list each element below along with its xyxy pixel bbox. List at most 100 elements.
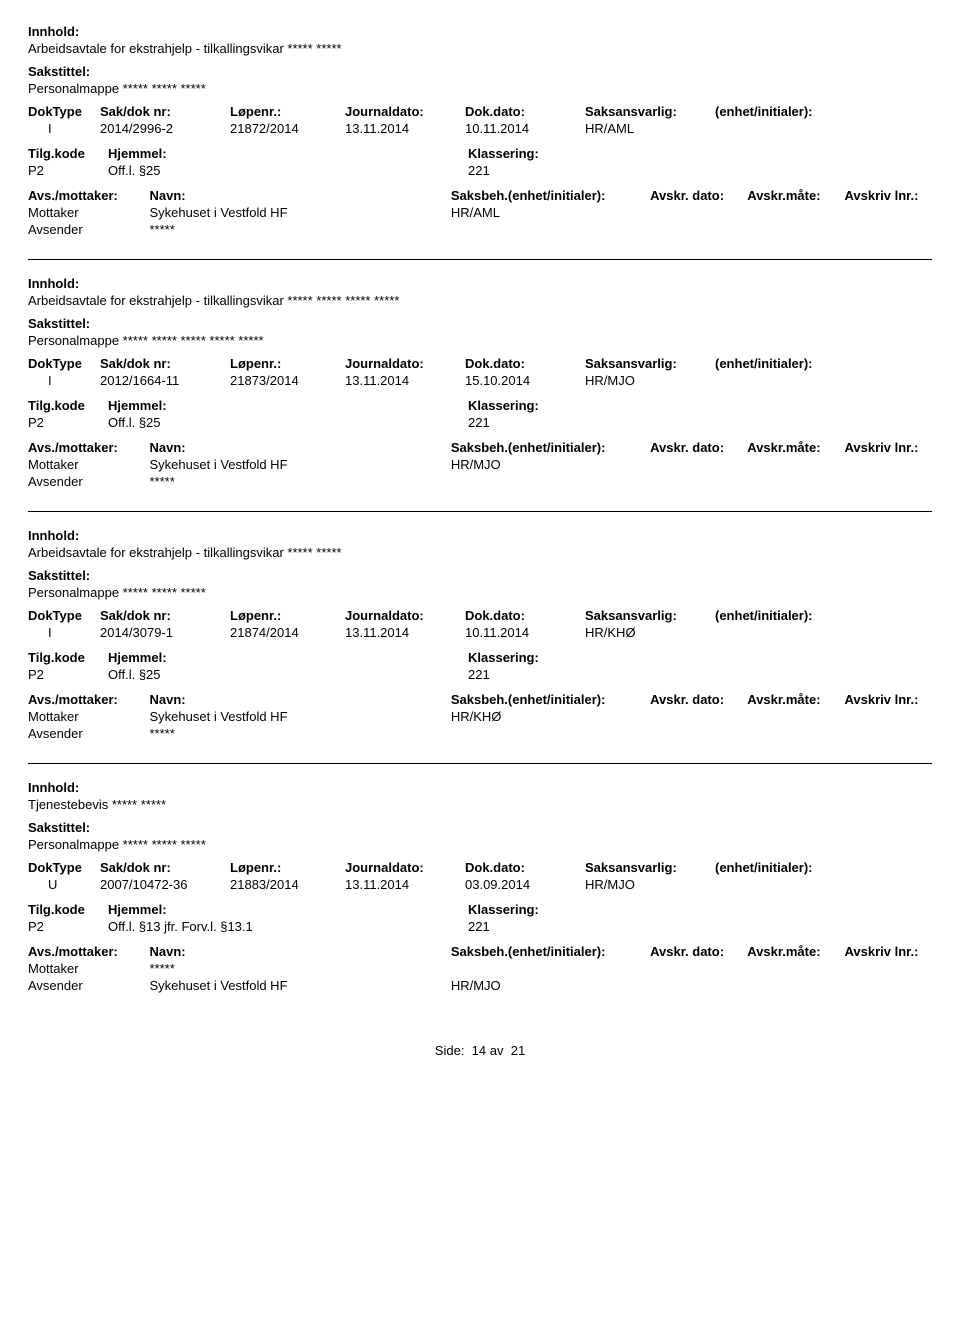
dokdato-value: 10.11.2014 — [465, 625, 585, 640]
journaldato-value: 13.11.2014 — [345, 625, 465, 640]
mottaker-row: Mottaker***** — [28, 961, 932, 976]
tilgkode-value: P2 — [28, 919, 108, 934]
lopenr-label: Løpenr.: — [230, 104, 345, 119]
saksbeh-label: Saksbeh.(enhet/initialer): — [451, 188, 650, 203]
doktype-value: I — [28, 373, 100, 388]
tilg-header-row: Tilg.kodeHjemmel:Klassering: — [28, 650, 932, 665]
avsender-navn: ***** — [150, 726, 451, 741]
saksbeh-label: Saksbeh.(enhet/initialer): — [451, 944, 650, 959]
doktype-label: DokType — [28, 356, 100, 371]
avskrivlnr-label: Avskriv lnr.: — [845, 692, 932, 707]
mottaker-row: MottakerSykehuset i Vestfold HFHR/AML — [28, 205, 932, 220]
mottaker-role: Mottaker — [28, 457, 150, 472]
enhet-value — [715, 373, 875, 388]
avsmottaker-label: Avs./mottaker: — [28, 440, 150, 455]
tilg-value-row: P2Off.l. §25221 — [28, 667, 932, 682]
saksansvarlig-label: Saksansvarlig: — [585, 104, 715, 119]
enhet-value — [715, 877, 875, 892]
avsender-role: Avsender — [28, 978, 150, 993]
mottaker-saksbeh: HR/KHØ — [451, 709, 650, 724]
sakdok-label: Sak/dok nr: — [100, 104, 230, 119]
avsmottaker-label: Avs./mottaker: — [28, 188, 150, 203]
avsender-avskrmate — [747, 726, 844, 741]
avsender-row: AvsenderSykehuset i Vestfold HFHR/MJO — [28, 978, 932, 993]
record-divider — [28, 511, 932, 512]
klassering-label: Klassering: — [468, 902, 668, 917]
avsender-avskrdato — [650, 726, 747, 741]
avsender-avskrlnr — [845, 726, 932, 741]
avskrivlnr-label: Avskriv lnr.: — [845, 188, 932, 203]
sakdok-value: 2007/10472-36 — [100, 877, 230, 892]
avskrdato-label: Avskr. dato: — [650, 692, 747, 707]
sakstittel-value: Personalmappe ***** ***** ***** — [28, 81, 932, 96]
mottaker-navn: Sykehuset i Vestfold HF — [150, 457, 451, 472]
tilg-value-row: P2Off.l. §25221 — [28, 163, 932, 178]
mottaker-row: MottakerSykehuset i Vestfold HFHR/MJO — [28, 457, 932, 472]
avsender-avskrmate — [747, 978, 844, 993]
saksansvarlig-value: HR/KHØ — [585, 625, 715, 640]
mottaker-role: Mottaker — [28, 709, 150, 724]
mottaker-saksbeh — [451, 961, 650, 976]
doktype-label: DokType — [28, 860, 100, 875]
avsmottaker-label: Avs./mottaker: — [28, 692, 150, 707]
record-divider — [28, 259, 932, 260]
hjemmel-label: Hjemmel: — [108, 398, 468, 413]
mottaker-avskrlnr — [845, 709, 932, 724]
doktype-value: I — [28, 121, 100, 136]
avsender-avskrlnr — [845, 474, 932, 489]
meta-value-row: I2012/1664-1121873/201413.11.201415.10.2… — [28, 373, 932, 388]
mottaker-avskrmate — [747, 709, 844, 724]
lopenr-value: 21883/2014 — [230, 877, 345, 892]
sakdok-label: Sak/dok nr: — [100, 608, 230, 623]
avsender-role: Avsender — [28, 222, 150, 237]
mottaker-saksbeh: HR/AML — [451, 205, 650, 220]
klassering-label: Klassering: — [468, 398, 668, 413]
doktype-label: DokType — [28, 104, 100, 119]
hjemmel-value: Off.l. §13 jfr. Forv.l. §13.1 — [108, 919, 468, 934]
sakdok-value: 2014/2996-2 — [100, 121, 230, 136]
avskrdato-label: Avskr. dato: — [650, 188, 747, 203]
dokdato-value: 15.10.2014 — [465, 373, 585, 388]
saksansvarlig-value: HR/AML — [585, 121, 715, 136]
avsender-row: Avsender***** — [28, 222, 932, 237]
tilgkode-label: Tilg.kode — [28, 146, 108, 161]
mottaker-role: Mottaker — [28, 961, 150, 976]
journaldato-value: 13.11.2014 — [345, 121, 465, 136]
journal-record: Innhold:Tjenestebevis ***** *****Sakstit… — [28, 776, 932, 1009]
tilgkode-label: Tilg.kode — [28, 902, 108, 917]
avs-header-row: Avs./mottaker:Navn:Saksbeh.(enhet/initia… — [28, 692, 932, 707]
journaldato-value: 13.11.2014 — [345, 877, 465, 892]
sakstittel-label: Sakstittel: — [28, 64, 932, 79]
avsender-avskrlnr — [845, 978, 932, 993]
saksansvarlig-label: Saksansvarlig: — [585, 608, 715, 623]
tilg-header-row: Tilg.kodeHjemmel:Klassering: — [28, 902, 932, 917]
innhold-label: Innhold: — [28, 528, 932, 543]
avsender-saksbeh: HR/MJO — [451, 978, 650, 993]
mottaker-navn: Sykehuset i Vestfold HF — [150, 709, 451, 724]
innhold-label: Innhold: — [28, 24, 932, 39]
tilgkode-value: P2 — [28, 667, 108, 682]
hjemmel-value: Off.l. §25 — [108, 163, 468, 178]
klassering-value: 221 — [468, 163, 668, 178]
enhet-label: (enhet/initialer): — [715, 104, 875, 119]
avskrivlnr-label: Avskriv lnr.: — [845, 440, 932, 455]
saksbeh-label: Saksbeh.(enhet/initialer): — [451, 692, 650, 707]
meta-header-row: DokTypeSak/dok nr:Løpenr.:Journaldato:Do… — [28, 860, 932, 875]
hjemmel-label: Hjemmel: — [108, 650, 468, 665]
sakdok-value: 2014/3079-1 — [100, 625, 230, 640]
innhold-label: Innhold: — [28, 276, 932, 291]
hjemmel-value: Off.l. §25 — [108, 667, 468, 682]
saksansvarlig-value: HR/MJO — [585, 373, 715, 388]
avsender-avskrmate — [747, 474, 844, 489]
sakdok-label: Sak/dok nr: — [100, 860, 230, 875]
avskrdato-label: Avskr. dato: — [650, 944, 747, 959]
journaldato-label: Journaldato: — [345, 860, 465, 875]
journaldato-value: 13.11.2014 — [345, 373, 465, 388]
avsender-role: Avsender — [28, 726, 150, 741]
footer-label: Side: — [435, 1043, 465, 1058]
mottaker-saksbeh: HR/MJO — [451, 457, 650, 472]
sakstittel-label: Sakstittel: — [28, 316, 932, 331]
dokdato-label: Dok.dato: — [465, 356, 585, 371]
avsmottaker-label: Avs./mottaker: — [28, 944, 150, 959]
saksansvarlig-value: HR/MJO — [585, 877, 715, 892]
